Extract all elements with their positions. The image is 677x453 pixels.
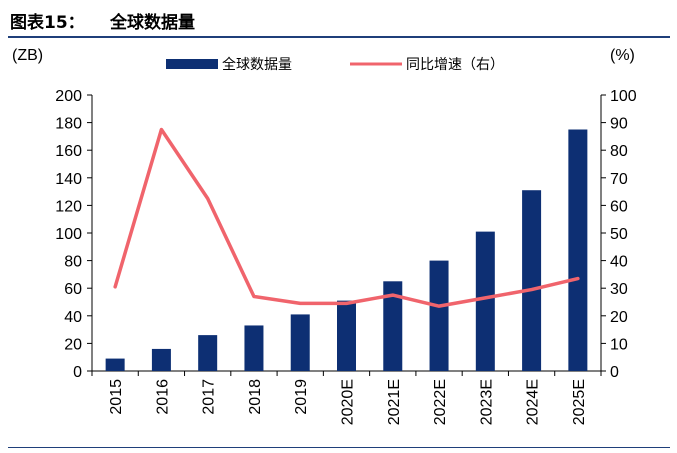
y-axis-unit-left: (ZB) <box>12 47 43 64</box>
chart-title: 全球数据量 <box>110 13 195 33</box>
growth-rate-point <box>577 278 579 280</box>
x-tick-label: 2017 <box>201 379 218 415</box>
x-tick-label: 2019 <box>293 379 310 415</box>
bar <box>105 358 125 371</box>
y-tick-label-right: 40 <box>610 254 628 271</box>
bar <box>244 325 264 371</box>
top-rule <box>8 36 670 38</box>
y-axis-unit-right: (%) <box>610 47 635 64</box>
legend: 全球数据量 同比增速（右） <box>166 56 504 73</box>
y-tick-label-right: 60 <box>610 198 628 215</box>
figure-label: 图表15： <box>10 13 85 33</box>
bar <box>198 335 218 371</box>
x-tick-label: 2018 <box>247 379 264 415</box>
y-tick-label-left: 180 <box>55 116 82 133</box>
plot-area: 0 20 40 60 80 100 120 140 160 180 200 0 10 20 30 40 50 60… <box>55 88 637 425</box>
growth-rate-point <box>299 302 301 304</box>
figure-header: 图表15： 全球数据量 <box>0 0 677 36</box>
y-tick-label-right: 50 <box>610 226 628 243</box>
growth-rate-point <box>438 305 440 307</box>
growth-rate-point <box>114 286 116 288</box>
legend-swatch-bar <box>166 59 218 69</box>
bar <box>568 129 588 371</box>
growth-rate-point <box>207 198 209 199</box>
x-tick-label: 2025E <box>571 379 588 425</box>
bar <box>429 260 449 371</box>
bottom-rule <box>8 447 670 448</box>
bar <box>151 348 171 371</box>
y-tick-label-left: 0 <box>73 364 82 381</box>
y-tick-label-left: 160 <box>55 143 82 160</box>
y-tick-label-right: 20 <box>610 309 628 326</box>
y-tick-label-right: 90 <box>610 116 628 133</box>
y-tick-label-right: 100 <box>610 88 637 105</box>
y-tick-label-left: 120 <box>55 198 82 215</box>
y-tick-label-right: 30 <box>610 281 628 298</box>
x-tick-label: 2023E <box>478 379 495 425</box>
x-tick-label: 2024E <box>525 379 542 425</box>
x-tick-label: 2015 <box>108 379 125 415</box>
y-tick-label-left: 20 <box>64 336 82 353</box>
growth-rate-point <box>531 289 533 291</box>
y-tick-label-right: 80 <box>610 143 628 160</box>
bar <box>522 190 542 371</box>
legend-label-bar: 全球数据量 <box>222 56 292 73</box>
y-tick-label-left: 140 <box>55 171 82 188</box>
x-tick-label: 2022E <box>432 379 449 425</box>
growth-rate-point <box>160 129 162 130</box>
x-tick-label: 2021E <box>386 379 403 425</box>
y-tick-label-right: 70 <box>610 171 628 188</box>
growth-rate-line <box>113 127 580 308</box>
y-tick-label-right: 10 <box>610 336 628 353</box>
y-tick-label-left: 40 <box>64 309 82 326</box>
y-tick-label-left: 80 <box>64 254 82 271</box>
y-tick-label-left: 200 <box>55 88 82 105</box>
y-tick-label-left: 100 <box>55 226 82 243</box>
growth-rate-point <box>253 295 255 297</box>
x-tick-label: 2016 <box>154 379 171 415</box>
bar <box>290 314 310 371</box>
bar <box>383 281 403 371</box>
growth-rate-point <box>346 302 347 304</box>
x-tick-label: 2020E <box>340 379 357 425</box>
growth-rate-point <box>392 294 394 296</box>
growth-rate-point <box>484 297 486 299</box>
bar <box>475 231 495 371</box>
bar <box>337 300 356 371</box>
y-tick-label-left: 60 <box>64 281 82 298</box>
y-tick-label-right: 0 <box>610 364 619 381</box>
legend-label-line: 同比增速（右） <box>406 57 504 73</box>
